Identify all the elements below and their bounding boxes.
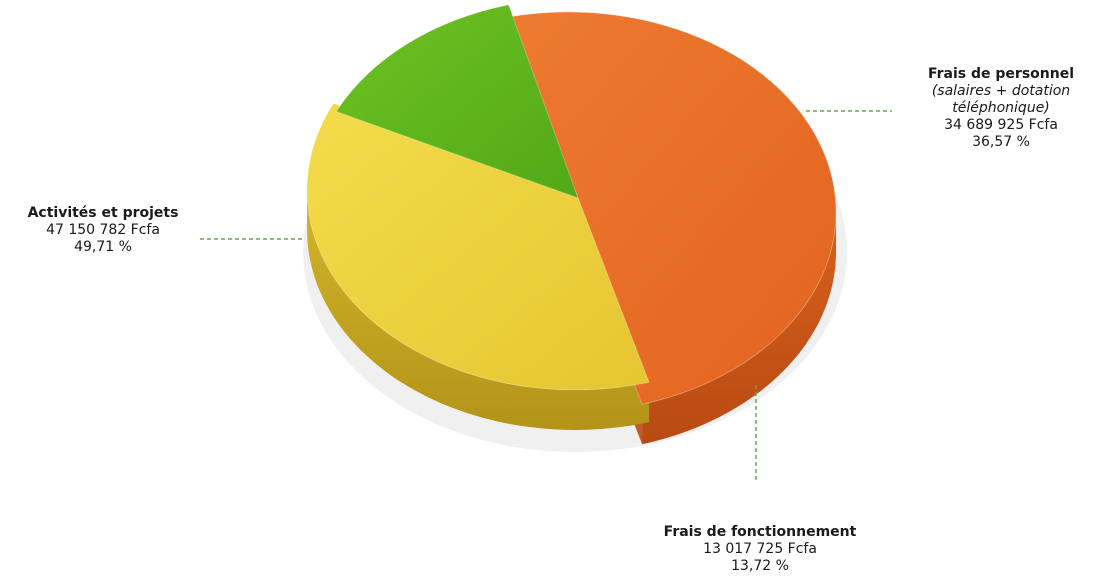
slice-activites <box>497 11 837 405</box>
slice-personnel <box>306 102 650 391</box>
slice-fonctionnement <box>335 4 579 199</box>
slice-label-fonctionnement: Frais de fonctionnement 13 017 725 Fcfa … <box>630 524 890 575</box>
slice-percent: 13,72 % <box>731 558 789 574</box>
slice-name: Activités et projets <box>27 205 179 221</box>
slice-label-activites: Activités et projets 47 150 782 Fcfa 49,… <box>4 205 202 256</box>
slice-value: 34 689 925 Fcfa <box>944 117 1058 133</box>
slice-value: 13 017 725 Fcfa <box>703 541 817 557</box>
slice-name: Frais de personnel <box>927 66 1074 82</box>
slice-note: (salaires + dotation téléphonique) <box>931 83 1071 116</box>
slice-name: Frais de fonctionnement <box>663 524 857 540</box>
slice-percent: 36,57 % <box>972 134 1030 150</box>
slice-side-personnel <box>307 190 650 430</box>
slice-label-personnel: Frais de personnel (salaires + dotation … <box>896 66 1101 151</box>
slice-side-activites <box>642 212 836 445</box>
slice-percent: 49,71 % <box>74 239 132 255</box>
slice-value: 47 150 782 Fcfa <box>46 222 160 238</box>
